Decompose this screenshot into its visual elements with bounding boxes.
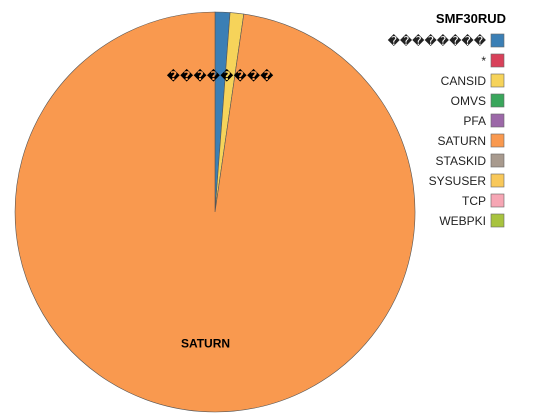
legend-label: SYSUSER (429, 174, 487, 188)
legend-swatch (490, 173, 505, 188)
legend-items: �������� * CANSID OMVS PFA SATURN STASKID SYSUS… (388, 33, 505, 228)
legend: SMF30RUD �������� * CANSID OMVS PFA SATURN STA… (388, 11, 506, 228)
legend-label: PFA (463, 114, 486, 128)
pie-slices (14, 11, 416, 413)
pie-slice-saturn[interactable] (14, 11, 416, 413)
legend-label: TCP (462, 194, 486, 208)
legend-swatch (490, 33, 505, 48)
legend-label: STASKID (436, 154, 487, 168)
legend-swatch (490, 53, 505, 68)
legend-label: SATURN (438, 134, 486, 148)
legend-swatch (490, 193, 505, 208)
legend-swatch (490, 133, 505, 148)
legend-title: SMF30RUD (436, 11, 506, 26)
legend-label: * (481, 54, 486, 68)
legend-swatch (490, 113, 505, 128)
pie-slice-label: �������� (167, 68, 275, 83)
legend-label: �������� (388, 34, 487, 48)
pie-slice-labels: �������� SATURN (167, 68, 275, 351)
legend-label: CANSID (441, 74, 487, 88)
legend-swatch (490, 93, 505, 108)
pie-slice-label: SATURN (181, 337, 230, 351)
legend-label: OMVS (451, 94, 486, 108)
legend-swatch (490, 153, 505, 168)
legend-label: WEBPKI (439, 214, 486, 228)
legend-swatch (490, 73, 505, 88)
legend-swatch (490, 213, 505, 228)
